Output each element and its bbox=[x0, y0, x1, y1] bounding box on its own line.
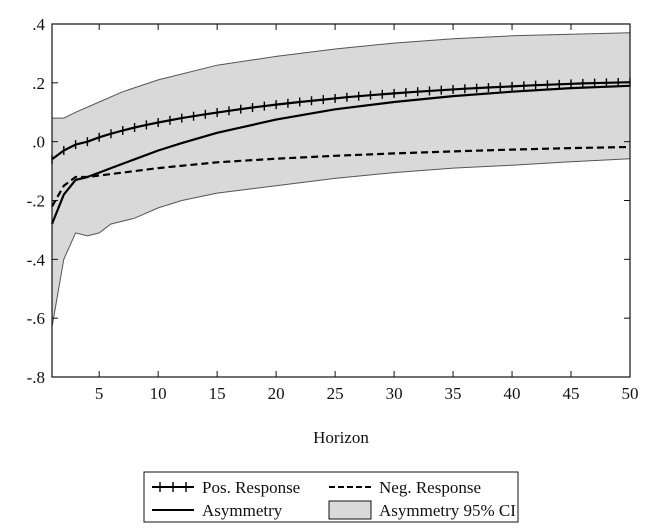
x-tick-label: 40 bbox=[504, 384, 521, 403]
legend-label-neg-response: Neg. Response bbox=[379, 478, 481, 497]
series-line-asymmetry bbox=[50, 84, 631, 225]
y-tick-label: -.2 bbox=[27, 192, 45, 211]
x-tick-label: 35 bbox=[445, 384, 462, 403]
band-layer bbox=[51, 32, 631, 328]
x-tick-label: 30 bbox=[386, 384, 403, 403]
x-tick-label: 20 bbox=[268, 384, 285, 403]
x-tick-label: 10 bbox=[150, 384, 167, 403]
series-line-neg-response bbox=[51, 145, 631, 207]
legend-swatch-asymmetry-95-ci bbox=[328, 500, 372, 520]
x-axis-title: Horizon bbox=[313, 428, 369, 447]
y-tick-label: .0 bbox=[32, 133, 45, 152]
x-tick-label: 45 bbox=[563, 384, 580, 403]
legend: Pos. Response Neg. Response Asymmetry Asymm… bbox=[143, 471, 519, 523]
x-tick-label: 50 bbox=[622, 384, 639, 403]
y-axis: .4 .2 .0 -.2 -.4 -.6 -.8 bbox=[27, 15, 630, 387]
x-tick-label: 15 bbox=[209, 384, 226, 403]
ci-upper-line bbox=[52, 32, 631, 119]
y-tick-label: -.6 bbox=[27, 309, 45, 328]
y-tick-label: .4 bbox=[32, 15, 45, 34]
legend-label-pos-response: Pos. Response bbox=[202, 478, 300, 497]
y-tick-label: -.8 bbox=[27, 368, 45, 387]
series-layer bbox=[50, 77, 631, 225]
x-tick-label: 25 bbox=[327, 384, 344, 403]
legend-label-asymmetry: Asymmetry bbox=[202, 501, 283, 520]
y-tick-label: .2 bbox=[32, 74, 45, 93]
x-tick-label: 5 bbox=[95, 384, 104, 403]
ci-band bbox=[52, 32, 630, 328]
legend-label-asymmetry-95-ci: Asymmetry 95% CI bbox=[379, 501, 516, 520]
ci-lower-line bbox=[51, 158, 631, 328]
y-tick-label: -.4 bbox=[27, 250, 46, 269]
x-axis: 5 10 15 20 25 30 35 40 45 50 bbox=[95, 24, 639, 403]
